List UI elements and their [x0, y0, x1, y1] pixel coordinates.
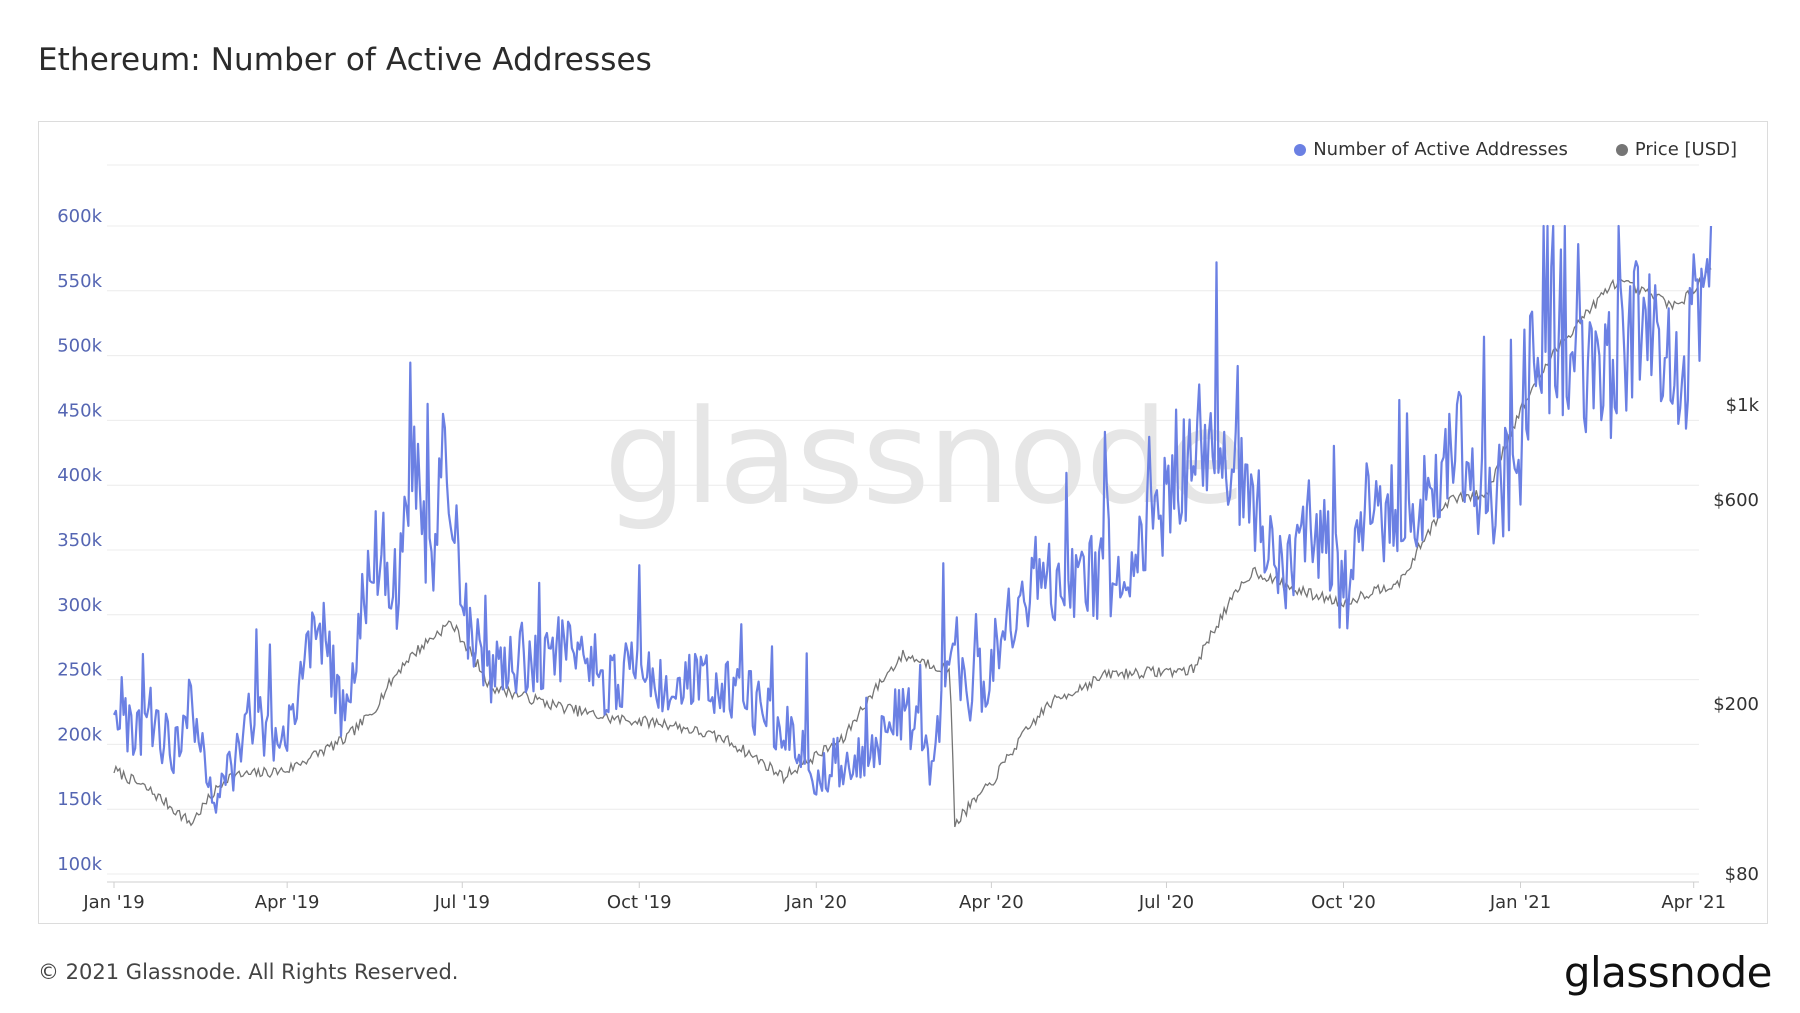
y-tick-label-left: 450k — [57, 400, 102, 421]
x-tick-label: Jul '19 — [434, 892, 490, 913]
grid-lines — [107, 164, 1699, 883]
page-title: Ethereum: Number of Active Addresses — [38, 42, 652, 78]
y-tick-label-right: $600 — [1713, 490, 1759, 511]
y-tick-label-left: 300k — [57, 595, 102, 616]
y-tick-label-left: 250k — [57, 660, 102, 681]
y-tick-label-left: 600k — [57, 206, 102, 227]
left-axis-ticks: 100k 150k 200k 250k 300k 350k 400k 450k 500k 550k… — [57, 206, 102, 875]
x-tick-label: Oct '19 — [607, 892, 672, 913]
y-tick-label-left: 150k — [57, 789, 102, 810]
y-tick-label-left: 550k — [57, 271, 102, 292]
y-tick-label-left: 200k — [57, 724, 102, 745]
x-tick-label: Jan '21 — [1489, 892, 1551, 913]
glassnode-logo[interactable]: glassnode — [1563, 948, 1773, 997]
x-tick-label: Apr '19 — [255, 892, 320, 913]
y-tick-label-left: 400k — [57, 465, 102, 486]
x-tick-label: Jan '20 — [785, 892, 847, 913]
series-line-addresses — [113, 224, 1713, 814]
y-tick-label-left: 500k — [57, 336, 102, 357]
y-tick-label-left: 350k — [57, 530, 102, 551]
series-line-price — [113, 264, 1712, 828]
legend-dot-price-icon — [1615, 143, 1628, 156]
x-axis-ticks: Jan '19 Apr '19 Jul '19 Oct '19 Jan '20 Apr '… — [82, 882, 1726, 913]
x-tick-label: Jul '20 — [1138, 892, 1194, 913]
legend-item-addresses[interactable]: Number of Active Addresses — [1294, 139, 1568, 160]
legend-label-price: Price [USD] — [1634, 139, 1737, 160]
x-tick-label: Apr '20 — [959, 892, 1024, 913]
y-tick-label-right: $80 — [1725, 864, 1759, 885]
series-lines — [113, 224, 1713, 828]
x-tick-label: Jan '19 — [82, 892, 144, 913]
x-tick-label: Apr '21 — [1661, 892, 1726, 913]
legend-label-addresses: Number of Active Addresses — [1313, 139, 1568, 160]
chart-frame: glassnode 100k 150k 200k 250k 300k 350k 400k 45… — [38, 121, 1768, 924]
right-axis-ticks: $80 $200 $600 $1k — [1713, 395, 1759, 885]
y-tick-label-right: $200 — [1713, 694, 1759, 715]
chart-plot: glassnode 100k 150k 200k 250k 300k 350k 400k 45… — [57, 164, 1760, 913]
chart-legend: Number of Active Addresses Price [USD] — [1294, 139, 1737, 160]
glassnode-watermark: glassnode — [604, 381, 1244, 533]
footer-copyright: © 2021 Glassnode. All Rights Reserved. — [38, 960, 459, 984]
x-tick-label: Oct '20 — [1311, 892, 1376, 913]
y-tick-label-left: 100k — [57, 854, 102, 875]
legend-item-price[interactable]: Price [USD] — [1615, 139, 1737, 160]
legend-dot-addresses-icon — [1294, 143, 1307, 156]
y-tick-label-right: $1k — [1726, 395, 1760, 416]
